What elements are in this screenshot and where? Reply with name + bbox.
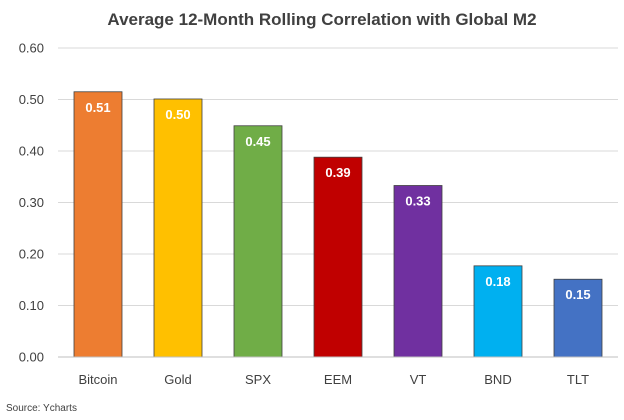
category-label-bitcoin: Bitcoin bbox=[78, 372, 117, 387]
y-tick-label: 0.30 bbox=[19, 195, 44, 210]
bar-bitcoin bbox=[73, 91, 123, 358]
category-label-bnd: BND bbox=[484, 372, 511, 387]
y-tick-label: 0.40 bbox=[19, 144, 44, 159]
y-tick-label: 0.00 bbox=[19, 350, 44, 365]
bar-vt bbox=[393, 185, 443, 358]
y-tick-label: 0.20 bbox=[19, 247, 44, 262]
bar-eem bbox=[313, 156, 363, 358]
data-label-eem: 0.39 bbox=[325, 165, 350, 180]
data-label-bitcoin: 0.51 bbox=[85, 100, 110, 115]
category-label-spx: SPX bbox=[245, 372, 271, 387]
category-label-vt: VT bbox=[410, 372, 427, 387]
bar-gold bbox=[153, 98, 203, 358]
data-label-spx: 0.45 bbox=[245, 134, 270, 149]
bar-spx bbox=[233, 125, 283, 358]
bars bbox=[73, 91, 603, 358]
data-label-tlt: 0.15 bbox=[565, 287, 590, 302]
y-axis-ticks: 0.00 0.10 0.20 0.30 0.40 0.50 0.60 bbox=[19, 41, 44, 365]
y-tick-label: 0.60 bbox=[19, 41, 44, 56]
data-label-vt: 0.33 bbox=[405, 194, 430, 209]
category-label-eem: EEM bbox=[324, 372, 352, 387]
source-note: Source: Ycharts bbox=[6, 403, 77, 414]
y-tick-label: 0.10 bbox=[19, 298, 44, 313]
data-labels: 0.51 0.50 0.45 0.39 0.33 0.18 0.15 bbox=[85, 100, 590, 302]
category-label-tlt: TLT bbox=[567, 372, 589, 387]
y-tick-label: 0.50 bbox=[19, 92, 44, 107]
bar-tlt bbox=[553, 278, 603, 358]
chart-title: Average 12-Month Rolling Correlation wit… bbox=[107, 10, 536, 29]
data-label-gold: 0.50 bbox=[165, 107, 190, 122]
x-axis-categories: Bitcoin Gold SPX EEM VT BND TLT bbox=[78, 372, 589, 387]
category-label-gold: Gold bbox=[164, 372, 191, 387]
data-label-bnd: 0.18 bbox=[485, 274, 510, 289]
